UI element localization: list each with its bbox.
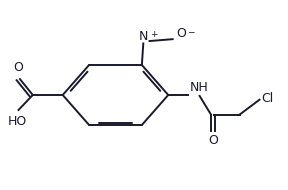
Text: N: N — [139, 29, 148, 43]
Text: Cl: Cl — [261, 92, 273, 105]
Text: O: O — [176, 27, 186, 40]
Text: O: O — [208, 134, 218, 147]
Text: HO: HO — [7, 115, 27, 128]
Text: +: + — [150, 30, 158, 39]
Text: O: O — [14, 61, 23, 74]
Text: NH: NH — [190, 81, 209, 94]
Text: −: − — [187, 27, 195, 36]
